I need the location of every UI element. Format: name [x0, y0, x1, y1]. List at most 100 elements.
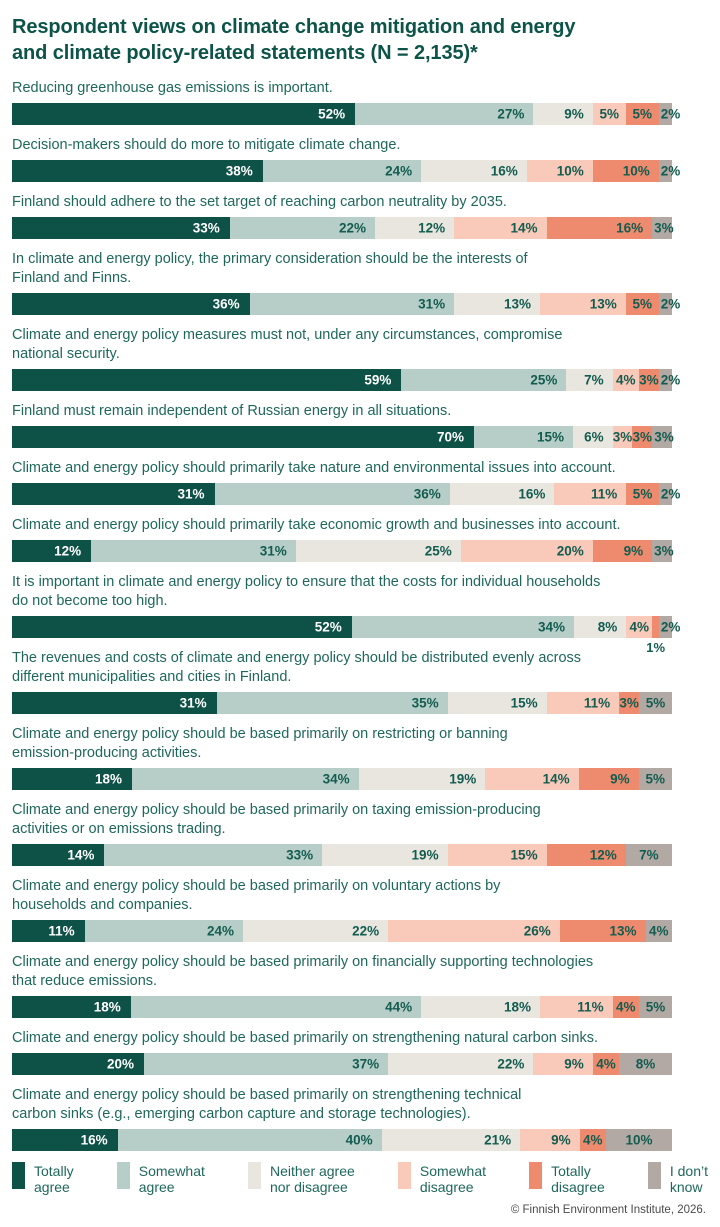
segment-value-label: 4% [583, 1132, 603, 1148]
bar-segment-neither-agree-nor-disagree: 16% [449, 483, 555, 505]
bar-segment-i-don-t-know: 5% [638, 996, 672, 1018]
bar-segment-somewhat-agree: 44% [130, 996, 422, 1018]
bar-segment-somewhat-agree: 37% [144, 1053, 389, 1075]
bar-segment-totally-agree: 52% [12, 103, 356, 125]
bar-segment-neither-agree-nor-disagree: 9% [533, 103, 593, 125]
bar-segment-somewhat-agree: 27% [355, 103, 534, 125]
segment-value-label: 15% [510, 847, 538, 863]
legend-swatch [647, 1162, 661, 1189]
segment-value-label: 2% [660, 106, 681, 122]
segment-value-label: 2% [660, 296, 681, 312]
bar-segment-totally-agree: 33% [12, 217, 230, 239]
bar-segment-neither-agree-nor-disagree: 19% [322, 844, 448, 866]
bar-segment-somewhat-agree: 36% [214, 483, 450, 505]
legend-swatch [247, 1162, 261, 1189]
segment-value-label: 12% [589, 847, 617, 863]
bar-segment-somewhat-disagree: 11% [539, 996, 613, 1018]
segment-value-label: 36% [413, 486, 441, 502]
segment-value-label: 8% [635, 1056, 656, 1072]
chart-row: Reducing greenhouse gas emissions is imp… [12, 79, 708, 125]
segment-value-label: 5% [632, 296, 653, 312]
chart-row: Climate and energy policy should be base… [12, 1086, 708, 1151]
segment-value-label: 14% [542, 771, 570, 787]
segment-value-label: 3% [654, 429, 674, 445]
stacked-bar: 70% 15% 6% 3% 3% 3% [12, 426, 674, 448]
legend-swatch [397, 1162, 411, 1189]
bar-segment-somewhat-disagree: 26% [388, 920, 560, 942]
segment-value-label: 3% [612, 429, 633, 445]
statement-text: Decision-makers should do more to mitiga… [12, 137, 401, 153]
bar-segment-i-don-t-know: 2% [658, 369, 680, 391]
segment-value-label: 24% [385, 163, 413, 179]
bar-segment-somewhat-agree: 34% [351, 616, 574, 638]
segment-value-label: 3% [619, 695, 639, 711]
stacked-bar: 18% 44% 18% 11% 4% 5% [12, 996, 672, 1018]
segment-value-label: 14% [67, 847, 95, 863]
segment-value-label: 3% [632, 429, 653, 445]
bar-segment-somewhat-disagree: 9% [533, 1053, 593, 1075]
bar-segment-neither-agree-nor-disagree: 21% [381, 1129, 521, 1151]
statement-text: Reducing greenhouse gas emissions is imp… [12, 80, 333, 96]
bar-segment-totally-disagree: 1% [646, 616, 665, 654]
chart-row: Climate and energy policy should primari… [12, 516, 708, 562]
segment-value-label: 11% [590, 486, 618, 502]
segment-value-label: 5% [632, 106, 653, 122]
segment-value-label: 59% [364, 372, 392, 388]
segment-value-label: 40% [345, 1132, 373, 1148]
stacked-bar: 59% 25% 7% 4% 3% 2% [12, 369, 680, 391]
bar-segment-totally-agree: 52% [12, 616, 352, 638]
bar-segment-totally-agree: 11% [12, 920, 85, 942]
bar-segment-somewhat-disagree: 5% [592, 103, 626, 125]
segment-value-label: 16% [490, 163, 518, 179]
segment-value-label: 2% [660, 486, 681, 502]
segment-value-label: 18% [93, 999, 121, 1015]
segment-value-label: 35% [411, 695, 439, 711]
segment-value-label: 25% [424, 543, 452, 559]
statement-text: Climate and energy policy should primari… [12, 460, 616, 476]
segment-value-label: 38% [225, 163, 253, 179]
statement-text: Climate and energy policy should be base… [12, 954, 594, 989]
page-title: Respondent views on climate change mitig… [12, 16, 576, 64]
bar-segment-neither-agree-nor-disagree: 13% [454, 293, 540, 315]
segment-value-label: 70% [436, 429, 464, 445]
stacked-bar: 16% 40% 21% 9% 4% 10% [12, 1129, 672, 1151]
segment-value-label: 11% [583, 695, 611, 711]
segment-value-label: 4% [616, 999, 636, 1015]
bar-segment-somewhat-agree: 25% [401, 369, 567, 391]
stacked-bar: 31% 36% 16% 11% 5% 2% [12, 483, 680, 505]
segment-value-label: 6% [584, 429, 604, 445]
bar-segment-i-don-t-know: 5% [638, 692, 672, 714]
bar-segment-neither-agree-nor-disagree: 22% [388, 1053, 534, 1075]
bar-segment-i-don-t-know: 4% [645, 920, 672, 942]
chart-row: Finland must remain independent of Russi… [12, 402, 708, 448]
bar-segment-totally-agree: 59% [12, 369, 402, 391]
segment-value-label: 11% [577, 999, 604, 1015]
bar-segment-somewhat-disagree: 13% [539, 293, 626, 315]
bar-segment-somewhat-disagree: 9% [520, 1129, 580, 1151]
segment-value-label: 44% [385, 999, 413, 1015]
segment-value-label: 3% [639, 372, 659, 388]
chart-row: Climate and energy policy should be base… [12, 953, 708, 1018]
segment-value-label: 10% [625, 1132, 653, 1148]
bar-segment-somewhat-disagree: 4% [612, 369, 639, 391]
bar-segment-i-don-t-know: 2% [658, 103, 680, 125]
segment-value-label: 5% [645, 695, 666, 711]
segment-value-label: 4% [648, 923, 669, 939]
bar-segment-somewhat-agree: 31% [249, 293, 455, 315]
legend-label: I don’t know [669, 1163, 708, 1195]
segment-value-label: 16% [80, 1132, 108, 1148]
chart-row: Finland should adhere to the set target … [12, 193, 708, 239]
segment-value-label: 22% [352, 923, 380, 939]
statement-text: Finland must remain independent of Russi… [12, 403, 452, 419]
segment-value-label: 14% [510, 220, 538, 236]
segment-value-label: 36% [212, 296, 240, 312]
bar-segment-neither-agree-nor-disagree: 15% [447, 692, 547, 714]
copyright-credit: © Finnish Environment Institute, 2026. [510, 1204, 706, 1216]
legend-label: Somewhat disagree [419, 1163, 487, 1195]
segment-value-label: 13% [589, 296, 617, 312]
stacked-bar: 36% 31% 13% 13% 5% 2% [12, 293, 680, 315]
chart-legend: Totally agree Somewhat agree Neither agree… [12, 1162, 708, 1195]
bar-segment-neither-agree-nor-disagree: 6% [573, 426, 613, 448]
bar-segment-totally-agree: 14% [12, 844, 105, 866]
